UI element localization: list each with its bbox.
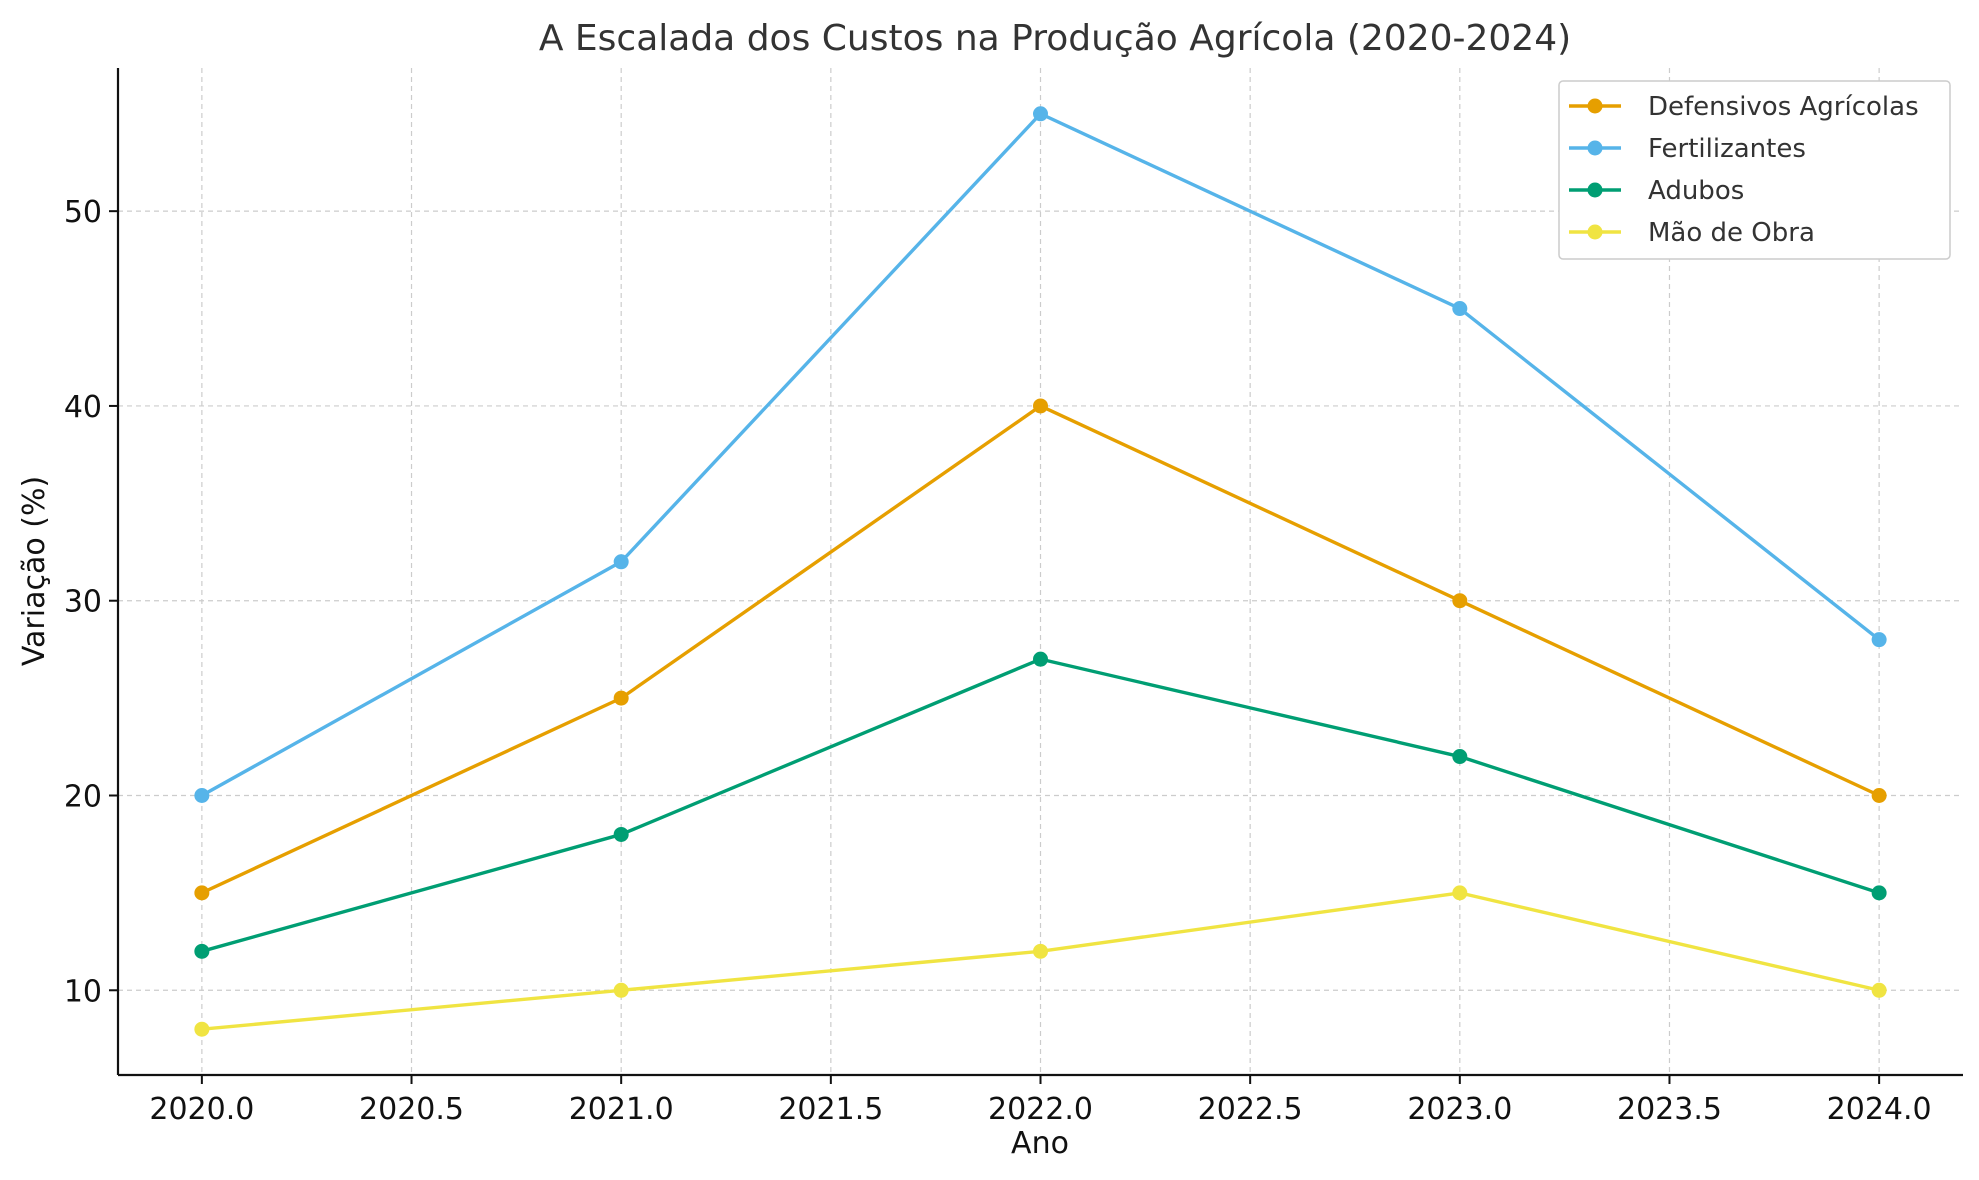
x-tick-label: 2020.5 <box>359 1092 464 1127</box>
series-mao-de-obra <box>194 885 1887 1037</box>
x-tick-label: 2023.5 <box>1617 1092 1722 1127</box>
series-adubos <box>194 651 1887 959</box>
legend-items: Defensivos Agrícolas Fertilizantes Adubos M… <box>1569 92 1919 248</box>
legend-marker <box>1587 140 1603 156</box>
legend-label: Defensivos Agrícolas <box>1648 92 1919 122</box>
x-tick-label: 2022.0 <box>988 1092 1093 1127</box>
data-point <box>613 826 629 842</box>
legend-label: Adubos <box>1648 176 1744 206</box>
y-tick-label: 50 <box>64 195 102 230</box>
legend-label: Fertilizantes <box>1648 134 1806 164</box>
legend-item-fertilizantes: Fertilizantes <box>1569 134 1806 164</box>
legend-item-mao-de-obra: Mão de Obra <box>1569 218 1815 248</box>
y-ticks: 10 20 30 40 50 <box>64 195 118 1009</box>
x-tick-label: 2021.5 <box>778 1092 883 1127</box>
x-tick-label: 2020.0 <box>149 1092 254 1127</box>
data-point <box>1871 632 1887 648</box>
data-point <box>1033 106 1048 122</box>
data-point <box>194 943 210 959</box>
data-point <box>1033 651 1048 667</box>
legend: Defensivos Agrícolas Fertilizantes Adubos M… <box>1558 80 1951 260</box>
y-axis-label: Variação (%) <box>17 476 52 666</box>
data-point <box>1033 398 1048 414</box>
data-point <box>194 1021 210 1037</box>
data-point <box>613 690 629 706</box>
data-point <box>1871 885 1887 901</box>
chart-title: A Escalada dos Custos na Produção Agríco… <box>539 18 1571 59</box>
y-tick-label: 20 <box>64 779 102 814</box>
data-point <box>1033 943 1048 959</box>
legend-item-defensivos-agricolas: Defensivos Agrícolas <box>1569 92 1919 122</box>
x-tick-label: 2021.0 <box>569 1092 674 1127</box>
data-point <box>1452 885 1468 901</box>
x-ticks: 2020.0 2020.5 2021.0 2021.5 2022.0 2022.5 2023… <box>149 1075 1932 1127</box>
legend-marker <box>1587 98 1603 114</box>
y-tick-label: 10 <box>64 974 102 1009</box>
legend-box <box>1558 80 1951 260</box>
legend-item-adubos: Adubos <box>1569 176 1744 206</box>
x-tick-label: 2023.0 <box>1407 1092 1512 1127</box>
y-tick-label: 40 <box>64 390 102 425</box>
legend-marker <box>1587 182 1603 198</box>
series-fertilizantes <box>194 106 1887 803</box>
data-point <box>1452 749 1468 765</box>
x-axis-label: Ano <box>1011 1126 1069 1161</box>
series-defensivos-agricolas <box>194 398 1887 901</box>
data-point <box>1871 982 1887 998</box>
data-point <box>1452 301 1468 317</box>
data-point <box>194 787 210 803</box>
data-point <box>194 885 210 901</box>
series <box>194 106 1887 1037</box>
legend-label: Mão de Obra <box>1648 218 1815 248</box>
legend-marker <box>1587 224 1603 240</box>
data-point <box>1452 593 1468 609</box>
data-point <box>613 554 629 570</box>
y-tick-label: 30 <box>64 585 102 620</box>
data-point <box>613 982 629 998</box>
x-tick-label: 2024.0 <box>1827 1092 1932 1127</box>
data-point <box>1871 787 1887 803</box>
x-tick-label: 2022.5 <box>1198 1092 1303 1127</box>
